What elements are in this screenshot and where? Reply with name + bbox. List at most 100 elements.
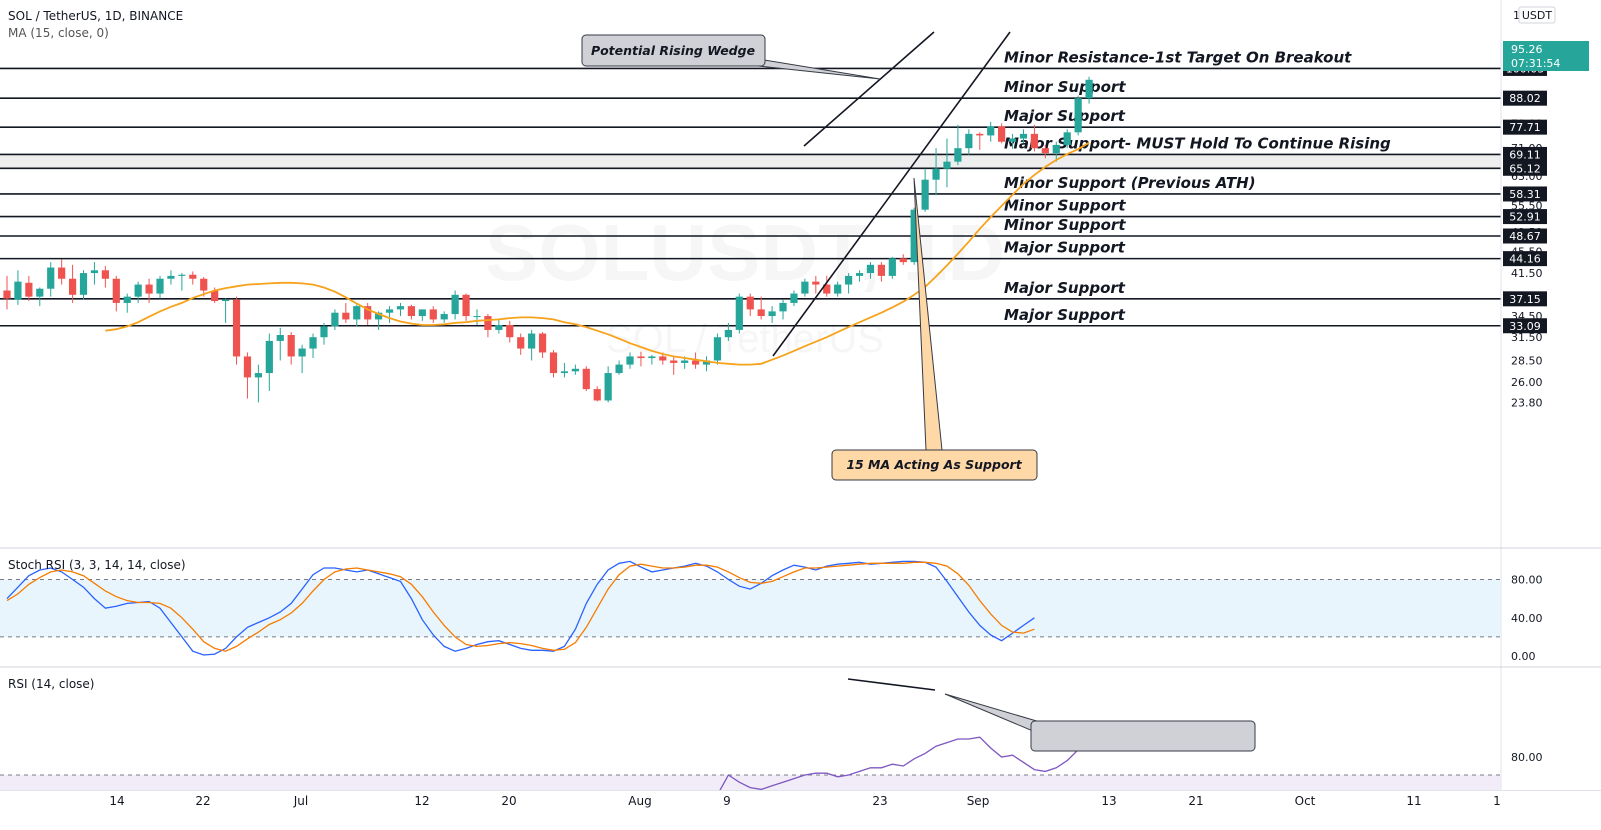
candle[interactable]: [877, 262, 885, 282]
candle[interactable]: [429, 306, 437, 323]
candle[interactable]: [123, 293, 131, 313]
candle[interactable]: [189, 271, 197, 285]
stoch-d-line[interactable]: [6, 561, 1035, 652]
candle[interactable]: [626, 352, 634, 369]
candle[interactable]: [615, 360, 623, 375]
callout-ma-support[interactable]: 15 MA Acting As Support: [831, 177, 1038, 481]
candle[interactable]: [79, 270, 88, 300]
candle[interactable]: [385, 306, 394, 323]
candle[interactable]: [790, 290, 798, 307]
callout-bearish-divergence[interactable]: [944, 693, 1256, 752]
candle[interactable]: [156, 275, 164, 299]
candle[interactable]: [910, 207, 918, 265]
candle[interactable]: [440, 311, 448, 323]
candle[interactable]: [976, 132, 984, 150]
candle[interactable]: [855, 270, 864, 282]
candle[interactable]: [298, 344, 306, 374]
candle[interactable]: [845, 273, 853, 294]
candle[interactable]: [713, 333, 722, 365]
candle[interactable]: [3, 275, 11, 310]
candle[interactable]: [648, 354, 656, 365]
candle[interactable]: [243, 352, 252, 399]
candle[interactable]: [943, 138, 951, 188]
candle[interactable]: [1063, 129, 1071, 149]
candle[interactable]: [462, 293, 470, 321]
candle[interactable]: [1030, 124, 1039, 152]
candle[interactable]: [484, 314, 492, 338]
candle[interactable]: [1008, 133, 1017, 149]
candle[interactable]: [90, 262, 99, 285]
candle[interactable]: [691, 352, 700, 369]
candle[interactable]: [834, 281, 842, 297]
candle[interactable]: [932, 148, 940, 196]
candle[interactable]: [254, 364, 262, 403]
candle[interactable]: [757, 296, 765, 320]
candle[interactable]: [506, 320, 514, 343]
candle[interactable]: [495, 319, 503, 334]
candle[interactable]: [517, 333, 525, 355]
candle[interactable]: [68, 264, 77, 303]
callout-rising-wedge[interactable]: Potential Rising Wedge: [581, 34, 881, 80]
candle[interactable]: [320, 322, 328, 345]
candle[interactable]: [1041, 144, 1049, 159]
candle[interactable]: [724, 322, 732, 341]
candle[interactable]: [998, 123, 1006, 144]
candle[interactable]: [866, 262, 875, 279]
candle[interactable]: [396, 302, 405, 317]
currency-box[interactable]: [1518, 6, 1556, 24]
candle[interactable]: [331, 309, 339, 330]
candle[interactable]: [779, 299, 787, 320]
candle[interactable]: [353, 304, 361, 327]
candle[interactable]: [265, 333, 273, 391]
candle[interactable]: [36, 287, 44, 307]
candle[interactable]: [1052, 141, 1060, 162]
candle[interactable]: [560, 362, 569, 378]
candle[interactable]: [735, 293, 743, 334]
candle[interactable]: [571, 364, 579, 375]
candle[interactable]: [593, 386, 601, 402]
candle[interactable]: [145, 278, 153, 303]
candle[interactable]: [178, 273, 186, 291]
candle[interactable]: [538, 332, 547, 359]
candle[interactable]: [232, 296, 241, 365]
candle[interactable]: [604, 366, 612, 403]
candle[interactable]: [1019, 129, 1028, 144]
candle[interactable]: [418, 309, 426, 321]
candle[interactable]: [801, 278, 809, 297]
candle[interactable]: [888, 256, 896, 279]
candle[interactable]: [451, 290, 459, 320]
candle[interactable]: [746, 293, 754, 317]
candle[interactable]: [702, 356, 711, 372]
wedge-lower-line[interactable]: [772, 31, 1011, 357]
candle[interactable]: [112, 275, 120, 312]
candle[interactable]: [276, 327, 284, 361]
candle[interactable]: [14, 270, 22, 305]
candle[interactable]: [473, 309, 481, 325]
candle[interactable]: [965, 129, 973, 155]
candle[interactable]: [670, 356, 678, 375]
candle[interactable]: [637, 351, 645, 367]
candle[interactable]: [167, 270, 175, 285]
candle[interactable]: [342, 302, 350, 323]
candle[interactable]: [407, 304, 416, 320]
candle[interactable]: [101, 265, 109, 288]
candle[interactable]: [823, 275, 831, 297]
candle[interactable]: [1085, 76, 1093, 104]
divergence-line[interactable]: [847, 678, 936, 691]
candle[interactable]: [582, 366, 590, 391]
candle[interactable]: [1074, 95, 1082, 136]
candle[interactable]: [134, 281, 142, 303]
wedge-upper-line[interactable]: [803, 31, 935, 147]
candle[interactable]: [987, 121, 995, 142]
candle[interactable]: [287, 332, 295, 365]
candle[interactable]: [528, 329, 536, 361]
candle[interactable]: [222, 298, 230, 323]
candle[interactable]: [47, 262, 55, 297]
candle[interactable]: [58, 259, 66, 285]
candle[interactable]: [549, 350, 558, 378]
candle[interactable]: [25, 275, 33, 302]
stoch-k-line[interactable]: [6, 560, 1035, 656]
candle[interactable]: [309, 333, 317, 359]
candle[interactable]: [899, 254, 907, 265]
